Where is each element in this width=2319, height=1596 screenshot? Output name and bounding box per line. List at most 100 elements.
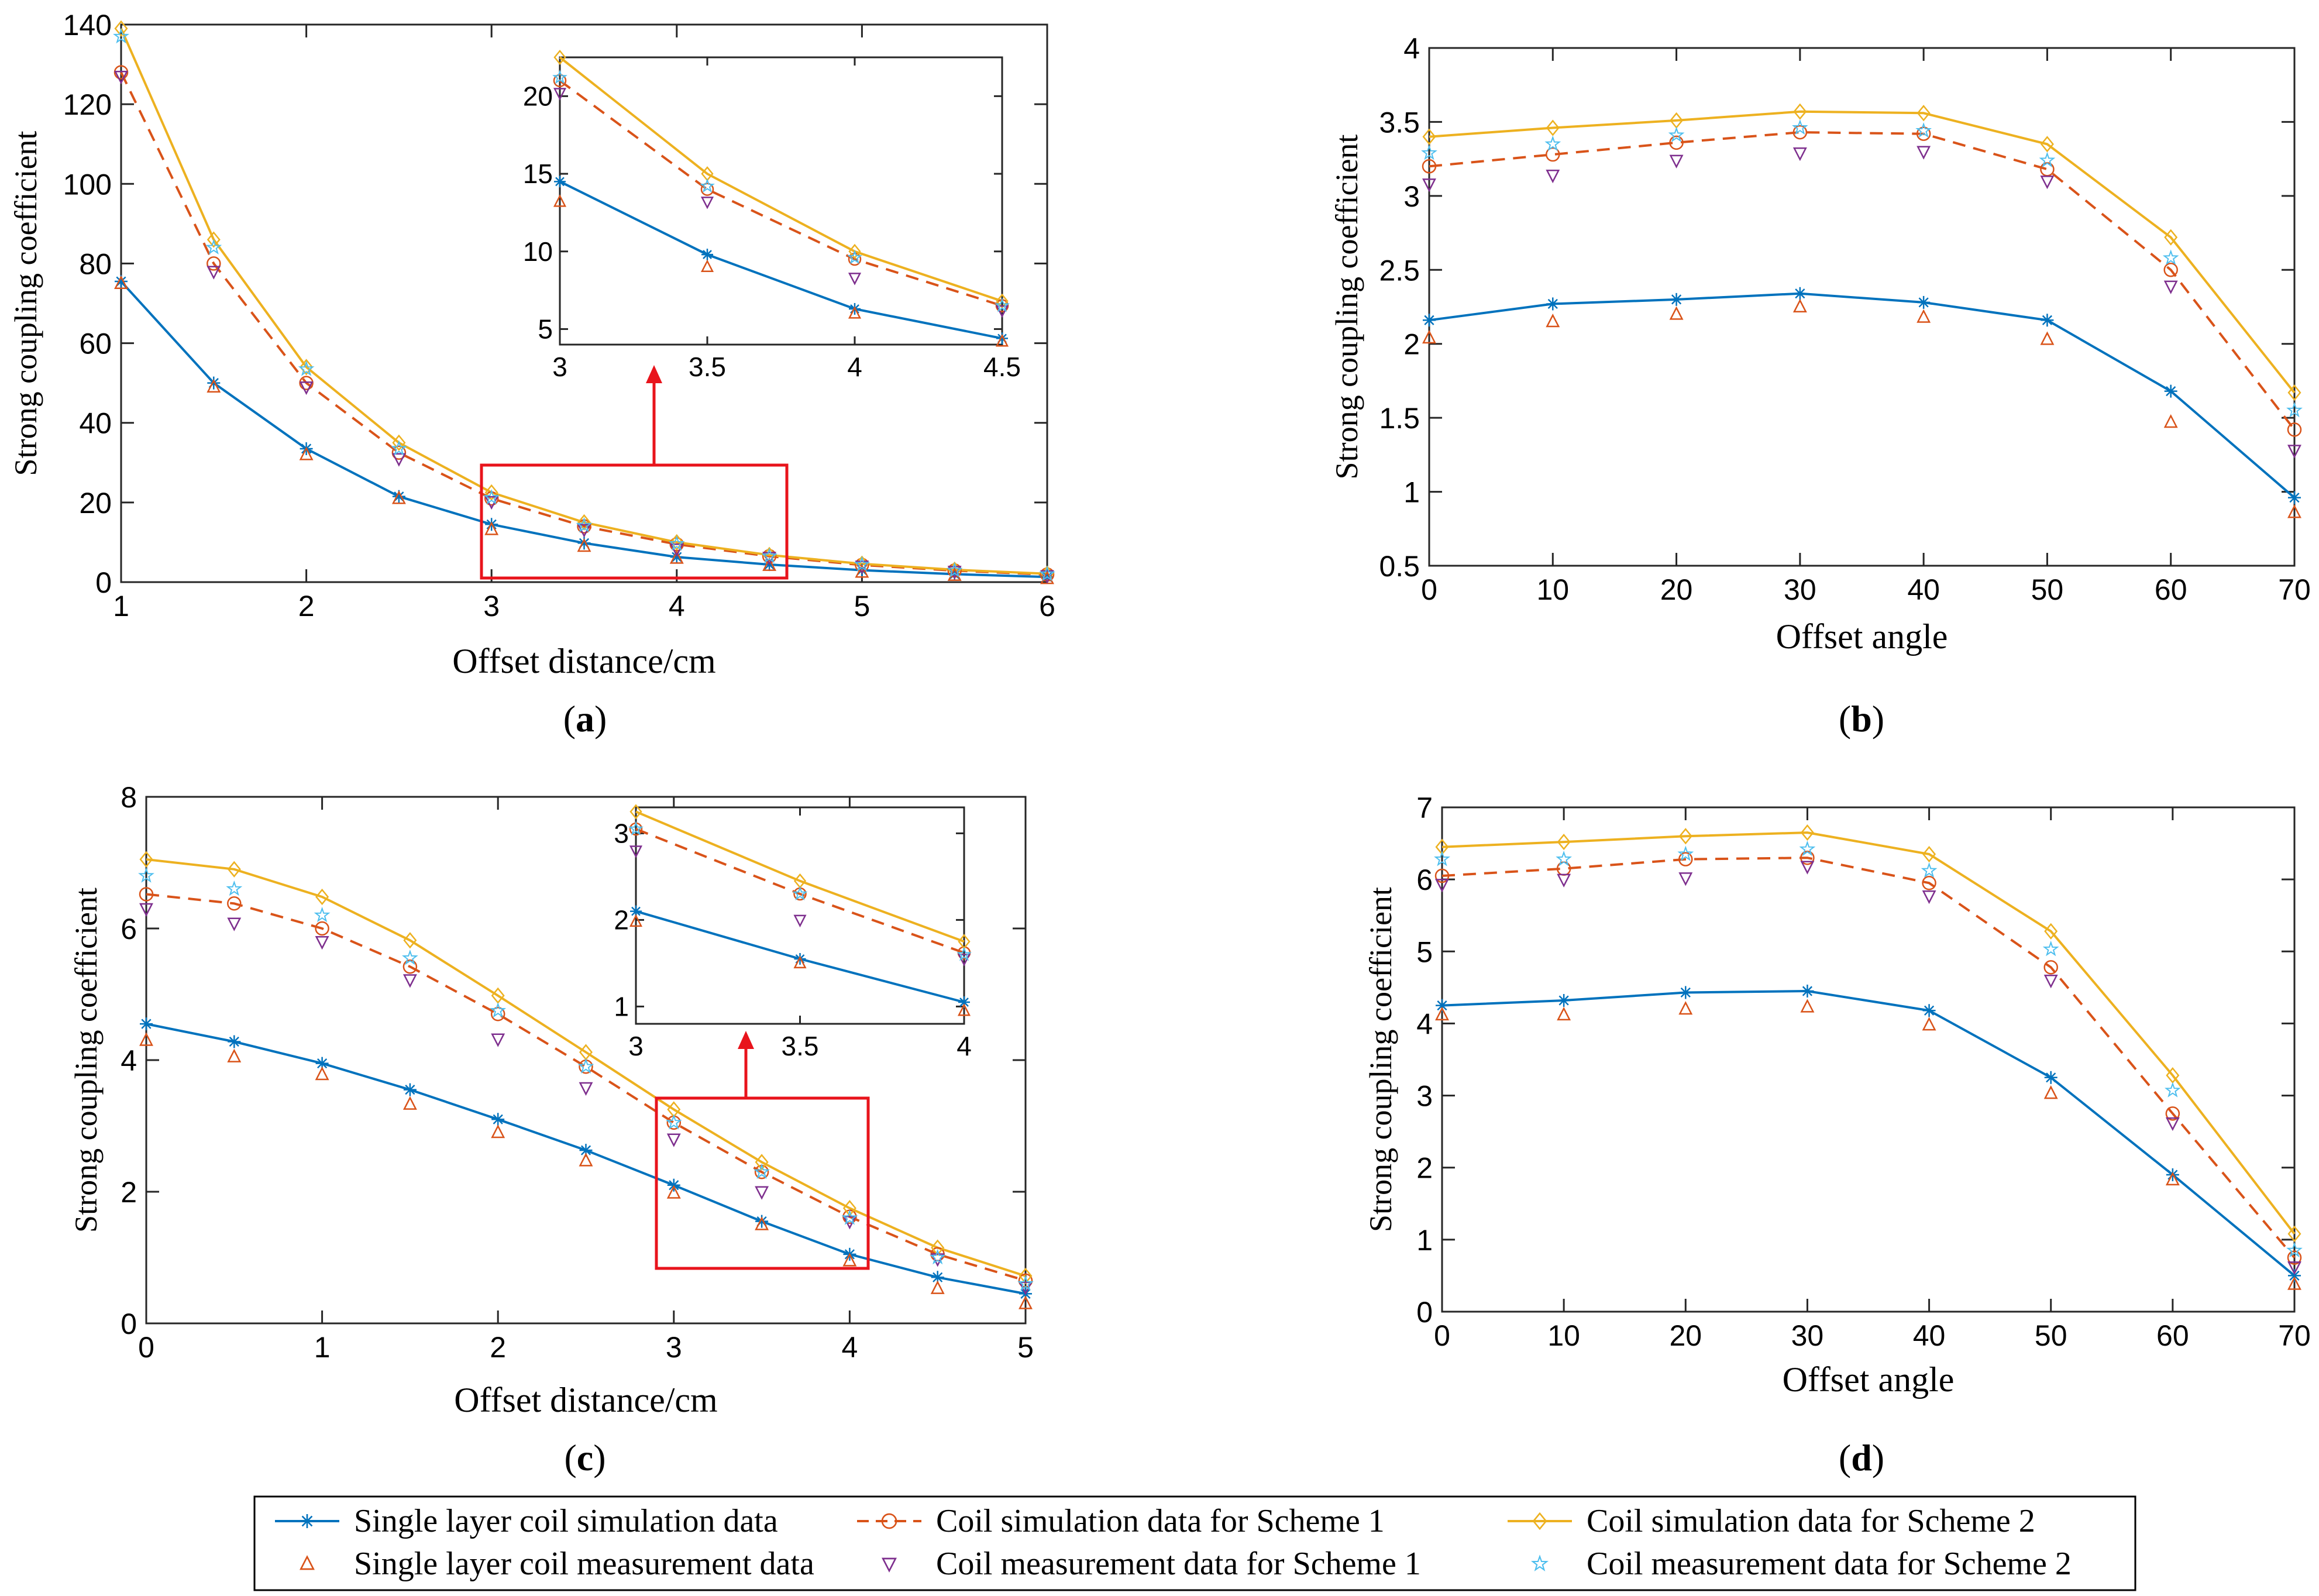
panel-a-point-s2_meas [576, 517, 593, 533]
panel-b-point-single_meas [1669, 306, 1684, 320]
panel-c-point-single_meas [402, 1096, 417, 1110]
panel-c-point-s1_sim [315, 921, 329, 936]
panel-c-xlabel: Offset distance/cm [454, 1381, 717, 1419]
panel-c-point-s2_sim [842, 1200, 856, 1217]
panel-d-point-s1_meas [2043, 975, 2058, 989]
panel-b-ytick-label: 2.5 [1379, 254, 1420, 287]
panel-b-point-s2_sim [1422, 128, 1436, 145]
panel-a-point-s2_sim [577, 514, 591, 531]
panel-a-inset-xtick-label: 4.5 [983, 352, 1021, 382]
panel-c-ytick-label: 2 [121, 1176, 137, 1209]
panel-a-point-s2_meas [113, 27, 129, 44]
panel-a-point-s1_meas [299, 381, 314, 395]
panel-a-xtick-label: 2 [298, 590, 315, 622]
panel-a-point-s1_meas [669, 544, 684, 558]
panel-d-point-s1_sim [2165, 1106, 2180, 1121]
panel-c-point-s2_meas [753, 1163, 770, 1179]
panel-d-ytick-label: 2 [1416, 1152, 1433, 1185]
panel-c-xtick-label: 2 [490, 1331, 506, 1364]
panel-a-point-single_meas [391, 490, 406, 504]
panel-d-ytick-label: 1 [1416, 1224, 1433, 1257]
panel-a-inset-point-s2_meas [700, 178, 715, 193]
panel-b-ytick-label: 1.5 [1379, 402, 1420, 435]
panel-a-inset-xtick-label: 3.5 [689, 352, 726, 382]
panel-b-point-s1_sim [1546, 147, 1560, 162]
panel-d-point-s1_meas [2165, 1117, 2180, 1131]
panel-c-point-single_sim [491, 1113, 505, 1126]
panel-a-point-s2_sim [300, 359, 314, 376]
panel-c-series-line-s2_sim [146, 858, 1026, 1277]
panel-b-label: (b) [1839, 698, 1884, 739]
panel-b-point-single_sim [1546, 297, 1560, 311]
panel-b-ytick-label: 4 [1403, 32, 1420, 65]
panel-d-point-single_sim [1679, 986, 1692, 999]
legend-marker-s2_meas [1530, 1554, 1549, 1571]
panel-b-point-s2_meas [2039, 152, 2056, 167]
panel-b-point-s2_meas [1544, 135, 1561, 152]
panel-a-xtick-label: 3 [483, 590, 500, 622]
panel-c-xtick-label: 3 [666, 1331, 682, 1364]
panel-a-point-s2_meas [483, 489, 500, 505]
panel-c-point-s2_sim [315, 888, 329, 906]
legend-item-single_meas: Single layer coil measurement data [300, 1546, 814, 1582]
panel-c-point-s1_meas [579, 1082, 593, 1096]
legend-label-s1_sim: Coil simulation data for Scheme 1 [936, 1503, 1385, 1539]
zoom-box-c [655, 1096, 870, 1270]
panel-a-point-s2_meas [1039, 565, 1055, 582]
legend-label-s2_meas: Coil measurement data for Scheme 2 [1587, 1546, 2072, 1582]
panel-a-point-single_meas [207, 379, 221, 393]
panel-b-point-s1_sim [2287, 422, 2302, 437]
panel-a-point-s2_meas [205, 239, 222, 254]
panel-c-inset-xtick-label: 4 [956, 1031, 972, 1061]
panel-c-point-s2_sim [403, 932, 417, 949]
panel-c-point-s2_meas [402, 950, 418, 965]
panel-d-xtick-label: 10 [1547, 1319, 1580, 1352]
panel-c-point-single_meas [491, 1124, 505, 1138]
panel-c-inset-point-single_meas [957, 1003, 971, 1016]
panel-c-point-single_sim [140, 1017, 153, 1031]
panel-d-xlabel: Offset angle [1783, 1360, 1955, 1399]
panel-b-point-single_sim [1793, 287, 1807, 300]
panel-c-xtick-label: 5 [1017, 1331, 1034, 1364]
panel-d-point-single_sim [1922, 1004, 1936, 1017]
panel-a-point-s2_sim [114, 20, 128, 37]
panel-a-inset-point-s1_meas [848, 273, 862, 286]
panel-a-point-s2_meas [854, 556, 871, 572]
panel-a-inset-point-s2_meas [847, 249, 862, 264]
panel-b-point-single_sim [2164, 384, 2177, 398]
panel-d-point-single_sim [1557, 994, 1571, 1007]
legend-item-s2_meas: Coil measurement data for Scheme 2 [1530, 1546, 2072, 1582]
legend-item-s1_meas: Coil measurement data for Scheme 1 [882, 1546, 1421, 1582]
panel-d-point-s1_meas [2287, 1261, 2301, 1275]
panel-b-axes-frame [1428, 47, 2296, 567]
panel-c-inset-point-s1_meas [957, 954, 971, 966]
panel-d-point-s1_meas [1557, 873, 1571, 888]
panel-a-inset-series-line-single_sim [559, 180, 1003, 340]
panel-d-xtick-label: 70 [2278, 1319, 2311, 1352]
legend-marker-single_sim [300, 1514, 314, 1528]
panel-d-point-single_meas [2287, 1276, 2301, 1290]
panel-a-inset-series-line-s1_sim [559, 80, 1003, 307]
panel-a-ytick-label: 80 [79, 247, 112, 280]
panel-b-point-single_meas [2040, 331, 2055, 345]
panel-a-inset-point-single_sim [554, 176, 566, 188]
panel-a-point-single_meas [855, 564, 869, 578]
panel-a-inset-axes-frame [559, 56, 1003, 346]
panel-b-point-s2_meas [2286, 401, 2303, 418]
panel-d-point-s2_meas [1556, 851, 1572, 866]
panel-c-point-single_sim [315, 1057, 329, 1070]
panel-b-ytick-label: 1 [1403, 476, 1420, 509]
panel-a-point-single_meas [577, 538, 591, 552]
panel-b-point-single_sim [2041, 314, 2054, 327]
panel-c-ytick-label: 8 [121, 781, 137, 814]
panel-d-point-s2_sim [2044, 923, 2058, 940]
panel-d-point-s1_meas [1678, 872, 1693, 886]
panel-a-point-s2_sim [207, 231, 221, 248]
panel-c-inset-series-line-s1_sim [635, 828, 965, 954]
panel-c-inset-point-s2_meas [628, 821, 644, 835]
panel-b-ytick-label: 3 [1403, 180, 1420, 213]
panel-a-point-s1_sim [207, 256, 221, 271]
panel-c-point-s1_meas [139, 903, 153, 917]
panel-b-ylabel: Strong coupling coefficient [1329, 135, 1364, 480]
